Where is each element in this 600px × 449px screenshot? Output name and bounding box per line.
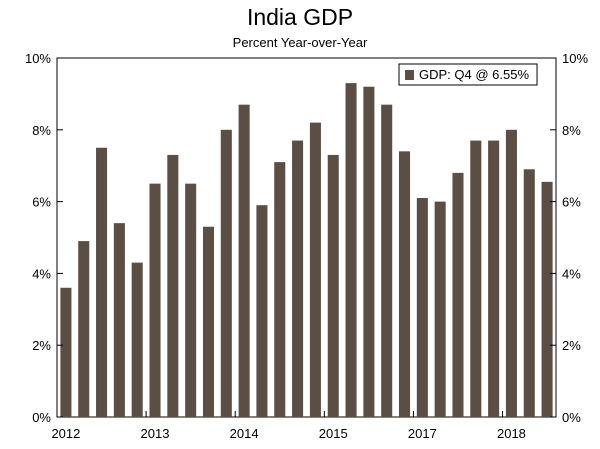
- bar-2015-q1: [274, 162, 286, 417]
- bar-2016-q2: [363, 86, 375, 417]
- bar-2012-q4: [113, 223, 125, 417]
- bar-2018-q3: [523, 169, 535, 417]
- bar-2012-q3: [96, 147, 108, 417]
- bar-2018-q1: [488, 140, 500, 417]
- y-tick-label-left: 0%: [32, 410, 51, 425]
- bar-2016-q4: [398, 151, 411, 417]
- x-tick-label: 2018: [497, 426, 526, 441]
- bar-2014-q4: [256, 205, 268, 417]
- bar-2015-q3: [309, 122, 321, 418]
- bar-2014-q3: [238, 104, 250, 418]
- y-tick-label-right: 10%: [562, 51, 588, 66]
- legend-swatch: [405, 70, 414, 80]
- x-tick-label: 2012: [51, 426, 80, 441]
- bar-2018-q2: [505, 129, 517, 418]
- bar-2012-q1: [60, 287, 72, 417]
- y-tick-label-right: 2%: [562, 338, 581, 353]
- bar-2016-q3: [381, 104, 393, 418]
- legend-box: [398, 63, 538, 86]
- x-tick-label: 2015: [319, 426, 348, 441]
- y-tick-label-right: 0%: [562, 410, 581, 425]
- y-tick-label-right: 8%: [562, 123, 581, 138]
- bar-2013-q4: [185, 183, 197, 417]
- bar-2014-q1: [202, 226, 215, 417]
- bar-2017-q4: [470, 140, 482, 417]
- bar-2017-q3: [452, 172, 464, 417]
- x-tick-label: 2017: [408, 426, 437, 441]
- bar-2015-q2: [292, 140, 304, 417]
- bar-2013-q2: [149, 183, 161, 417]
- plot-area-frame: [56, 57, 557, 418]
- bar-2013-q3: [167, 154, 179, 417]
- chart-title: India GDP: [246, 4, 354, 30]
- bar-2016-q1: [345, 83, 357, 417]
- ticks-layer: 0% 0% 2% 2% 4% 4% 6% 6% 8% 8% 10% 10% 2012 2013 2014 20…: [25, 51, 588, 441]
- x-tick-label: 2014: [230, 426, 259, 441]
- bar-2013-q1: [131, 262, 143, 417]
- y-tick-label-left: 8%: [32, 123, 51, 138]
- bar-2018-q4: [541, 181, 553, 417]
- bar-2014-q2: [220, 129, 232, 418]
- chart-legend: GDP: Q4 @ 6.55%: [398, 63, 538, 86]
- y-tick-label-right: 6%: [562, 195, 581, 210]
- bar-2012-q2: [78, 241, 90, 417]
- bar-2015-q4: [327, 154, 339, 417]
- y-tick-label-left: 2%: [32, 338, 51, 353]
- x-tick-label: 2013: [141, 426, 170, 441]
- y-tick-label-right: 4%: [562, 266, 581, 281]
- bar-2017-q1: [416, 198, 428, 417]
- y-tick-label-left: 10%: [25, 51, 51, 66]
- chart-subtitle: Percent Year-over-Year: [232, 35, 368, 50]
- bar-2017-q2: [434, 201, 446, 417]
- legend-label: GDP: Q4 @ 6.55%: [419, 67, 529, 82]
- bars-layer: [60, 83, 553, 418]
- y-tick-label-left: 6%: [32, 195, 51, 210]
- y-tick-label-left: 4%: [32, 266, 51, 281]
